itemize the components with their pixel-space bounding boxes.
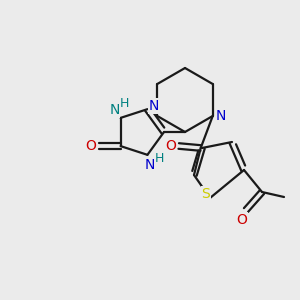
Text: H: H <box>155 152 164 165</box>
Text: N: N <box>215 109 226 123</box>
Text: O: O <box>237 213 248 227</box>
Text: N: N <box>144 158 154 172</box>
Text: H: H <box>120 98 129 110</box>
Text: N: N <box>110 103 120 117</box>
Text: N: N <box>148 99 159 113</box>
Text: S: S <box>202 187 210 201</box>
Text: O: O <box>165 139 176 153</box>
Text: O: O <box>85 139 96 153</box>
